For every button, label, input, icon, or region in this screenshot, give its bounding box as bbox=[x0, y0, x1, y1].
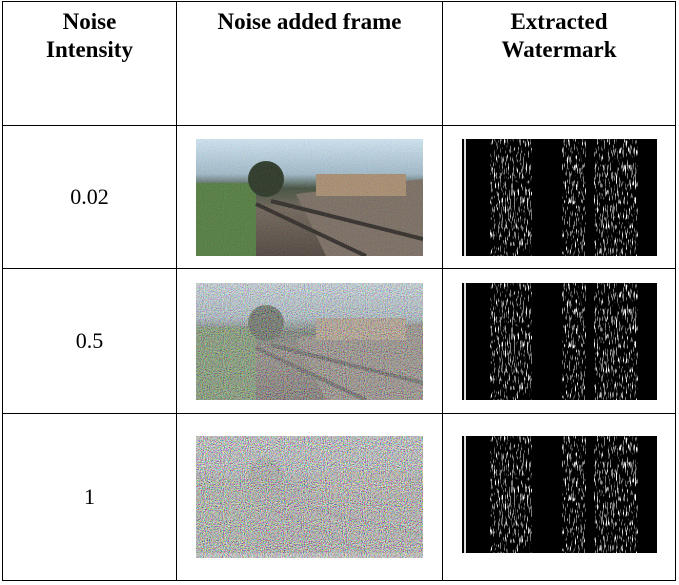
header-cell: Extracted Watermark bbox=[443, 2, 676, 126]
noisy-frame bbox=[196, 139, 423, 256]
watermark-cell bbox=[443, 414, 676, 581]
noise-intensity: 0.02 bbox=[3, 126, 177, 269]
noisy-frame bbox=[196, 283, 423, 400]
header-cell: Noise Intensity bbox=[3, 2, 177, 126]
extracted-watermark bbox=[462, 283, 657, 400]
header-text: Noise Intensity bbox=[35, 8, 145, 64]
header-text: Extracted Watermark bbox=[489, 8, 629, 64]
header-text: Noise added frame bbox=[177, 8, 442, 36]
results-table: Noise Intensity Noise added frame Extrac… bbox=[2, 1, 676, 581]
row: 0.02 bbox=[3, 126, 676, 269]
watermark-cell bbox=[443, 269, 676, 414]
body: Noise Intensity Noise added frame Extrac… bbox=[0, 0, 679, 585]
extracted-watermark bbox=[462, 436, 657, 558]
frame-cell bbox=[177, 126, 443, 269]
header-row: Noise Intensity Noise added frame Extrac… bbox=[3, 2, 676, 126]
row: 1 bbox=[3, 414, 676, 581]
noise-intensity: 1 bbox=[3, 414, 177, 581]
header-cell: Noise added frame bbox=[177, 2, 443, 126]
frame-cell bbox=[177, 414, 443, 581]
page: Noise table {"table": {"header": ["Noise… bbox=[0, 0, 679, 585]
noisy-frame bbox=[196, 436, 423, 558]
frame-cell bbox=[177, 269, 443, 414]
extracted-watermark bbox=[462, 139, 657, 256]
row: 0.5 bbox=[3, 269, 676, 414]
watermark-cell bbox=[443, 126, 676, 269]
noise-intensity: 0.5 bbox=[3, 269, 177, 414]
